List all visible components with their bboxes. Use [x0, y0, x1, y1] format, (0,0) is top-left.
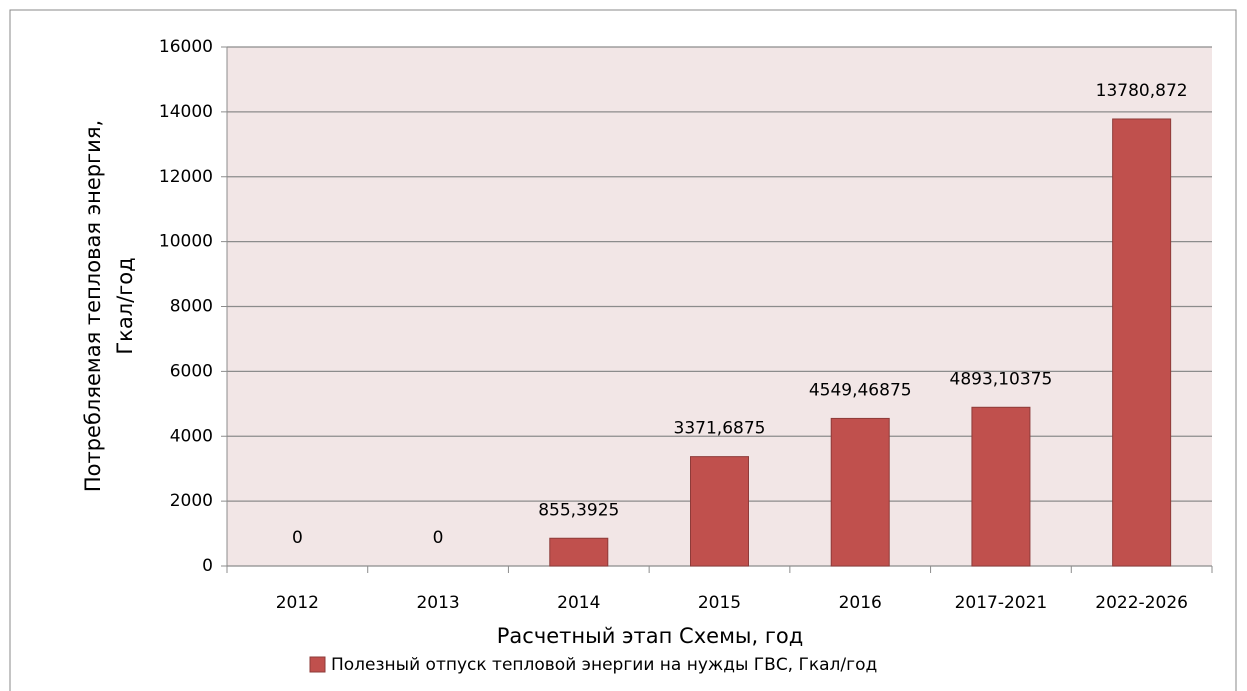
y-tick-label: 4000: [170, 426, 213, 446]
bar: [1112, 118, 1172, 567]
y-tick-label: 12000: [159, 167, 213, 187]
x-tick-label: 2022-2026: [1095, 593, 1188, 613]
data-label: 0: [433, 528, 444, 548]
legend-swatch: [309, 656, 326, 673]
y-axis-title: Потребляемая тепловая энергия, Гкал/год: [81, 120, 137, 492]
x-axis-title: Расчетный этап Схемы, год: [497, 624, 804, 648]
y-axis-title-line: Потребляемая тепловая энергия,: [81, 120, 105, 492]
bar: [549, 537, 609, 567]
y-tick-label: 8000: [170, 297, 213, 317]
x-tick-label: 2017-2021: [955, 593, 1048, 613]
y-axis-title-line: Гкал/год: [113, 257, 137, 354]
y-tick-label: 0: [202, 556, 213, 576]
data-label: 3371,6875: [674, 419, 766, 439]
bar: [690, 456, 749, 567]
y-tick-label: 6000: [170, 361, 213, 381]
bar: [971, 406, 1031, 567]
data-label: 0: [292, 528, 303, 548]
y-tick-label: 16000: [159, 37, 213, 57]
data-label: 13780,872: [1096, 81, 1188, 101]
x-tick-label: 2014: [557, 593, 600, 613]
x-tick-label: 2015: [698, 593, 741, 613]
bar: [830, 417, 890, 567]
y-tick-label: 14000: [159, 102, 213, 122]
x-tick-label: 2013: [416, 593, 459, 613]
legend-label: Полезный отпуск тепловой энергии на нужд…: [331, 655, 877, 675]
data-label: 4893,10375: [950, 369, 1053, 389]
data-label: 4549,46875: [809, 380, 912, 400]
x-tick-label: 2012: [276, 593, 319, 613]
data-label: 855,3925: [538, 500, 619, 520]
y-tick-label: 2000: [170, 491, 213, 511]
x-tick-label: 2016: [839, 593, 882, 613]
y-tick-label: 10000: [159, 232, 213, 252]
